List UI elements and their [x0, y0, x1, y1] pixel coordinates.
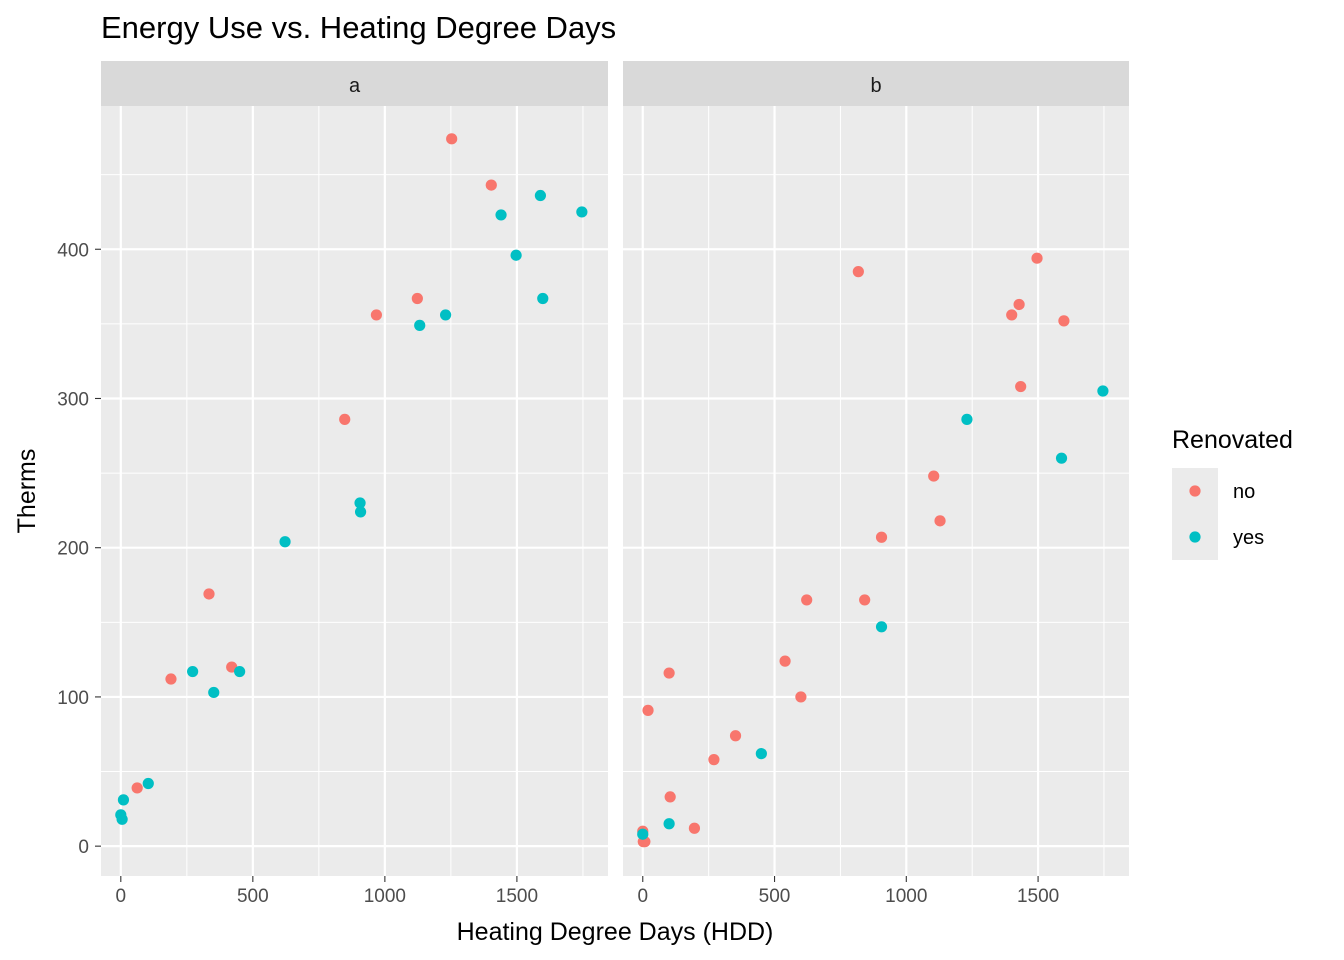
x-tick-label: 0: [637, 886, 648, 907]
plot-panel-background-b: [623, 106, 1129, 876]
gridlines-b: [623, 106, 1129, 876]
data-point-no: [1031, 252, 1043, 264]
data-point-no: [1006, 309, 1018, 321]
data-point-yes: [495, 209, 507, 221]
legend-key-yes: [1189, 531, 1201, 543]
x-tick-label: 1500: [1017, 886, 1059, 907]
data-point-no: [131, 782, 143, 794]
data-point-no: [485, 179, 497, 191]
plot-panel-background-a: [101, 106, 608, 876]
x-axis-a: 0 500 1000 1500: [116, 876, 538, 907]
data-point-yes: [116, 813, 128, 825]
data-point-no: [1058, 315, 1070, 327]
data-point-no: [708, 754, 720, 766]
data-point-no: [688, 822, 701, 834]
legend-key-no: [1189, 485, 1201, 497]
data-point-no: [642, 704, 654, 716]
data-point-yes: [354, 506, 367, 518]
data-point-no: [165, 673, 177, 685]
legend: Renovated no yes: [1172, 426, 1293, 560]
data-point-no: [859, 594, 871, 606]
facet-strip-b: [623, 61, 1129, 106]
data-point-yes: [961, 413, 973, 425]
facet-panel-a: a: [101, 61, 608, 876]
data-point-no: [801, 594, 813, 606]
facet-strip-a: [101, 61, 608, 106]
data-point-no: [779, 655, 791, 667]
data-point-yes: [576, 206, 588, 218]
x-tick-label: 1500: [496, 886, 538, 907]
data-point-yes: [663, 818, 675, 830]
points-a: [115, 133, 588, 825]
data-point-no: [370, 309, 383, 321]
data-point-no: [664, 791, 676, 803]
data-point-yes: [117, 794, 130, 806]
data-point-yes: [755, 748, 767, 760]
y-axis: 0 100 200 300 400: [57, 240, 101, 858]
data-point-no: [411, 292, 423, 305]
y-tick-label: 100: [57, 688, 89, 709]
data-point-yes: [440, 309, 452, 321]
points-b: [637, 252, 1109, 848]
y-tick-label: 400: [57, 240, 89, 261]
data-point-no: [1013, 298, 1025, 311]
facet-panel-b: b: [623, 61, 1129, 876]
data-point-yes: [534, 189, 547, 202]
data-point-no: [1015, 380, 1027, 393]
data-point-yes: [510, 249, 522, 261]
x-tick-label: 1000: [885, 886, 927, 907]
data-point-no: [795, 691, 807, 703]
data-point-yes: [414, 319, 426, 331]
data-point-yes: [279, 536, 291, 548]
legend-label-yes: yes: [1233, 527, 1264, 549]
data-point-yes: [208, 686, 220, 699]
data-point-no: [446, 133, 458, 145]
data-point-no: [203, 588, 215, 600]
data-point-yes: [537, 292, 549, 305]
data-point-no: [339, 413, 351, 425]
data-point-no: [928, 470, 940, 482]
x-tick-label: 0: [116, 886, 127, 907]
x-tick-label: 500: [759, 886, 791, 907]
data-point-yes: [1097, 385, 1109, 397]
data-point-yes: [637, 828, 649, 840]
data-point-yes: [875, 621, 888, 633]
facet-strip-label-b: b: [870, 75, 881, 97]
legend-label-no: no: [1233, 481, 1255, 503]
data-point-yes: [1055, 452, 1068, 464]
y-axis-title: Therms: [13, 449, 41, 534]
x-tick-label: 1000: [364, 886, 406, 907]
y-tick-label: 0: [78, 837, 89, 858]
y-tick-label: 300: [57, 389, 89, 410]
data-point-no: [663, 667, 675, 679]
x-axis-b: 0 500 1000 1500: [637, 876, 1059, 907]
data-point-no: [934, 515, 946, 527]
legend-keys: no yes: [1172, 468, 1264, 560]
data-point-yes: [354, 497, 366, 509]
data-point-yes: [142, 777, 154, 790]
x-tick-label: 500: [237, 886, 269, 907]
chart-title: Energy Use vs. Heating Degree Days: [101, 10, 616, 45]
data-point-yes: [187, 665, 199, 678]
legend-title: Renovated: [1172, 426, 1293, 454]
data-point-yes: [234, 665, 246, 678]
data-point-no: [729, 730, 742, 742]
data-point-no: [852, 266, 864, 278]
y-tick-label: 200: [57, 539, 89, 560]
facet-strip-label-a: a: [349, 75, 361, 97]
x-axis-title: Heating Degree Days (HDD): [457, 918, 774, 946]
gridlines-a: [101, 106, 608, 876]
data-point-no: [875, 531, 888, 543]
